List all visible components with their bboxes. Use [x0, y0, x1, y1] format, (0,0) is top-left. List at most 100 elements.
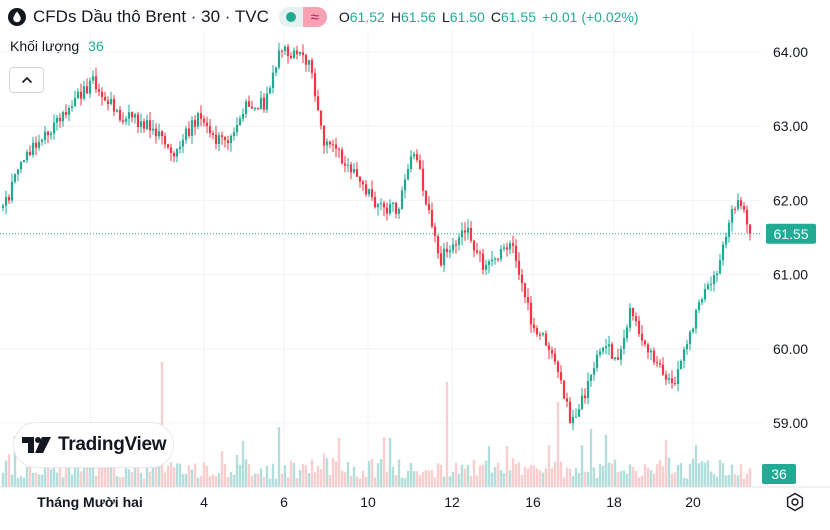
volume-bar: [466, 464, 470, 487]
candle-body: [232, 132, 236, 136]
candle-body: [514, 245, 518, 261]
candle-body: [391, 202, 395, 204]
candle-body: [157, 131, 161, 137]
volume-bar: [94, 475, 98, 487]
volume-bar: [10, 474, 14, 487]
candle-body: [586, 381, 590, 399]
volume-bar: [268, 478, 272, 487]
candle-body: [454, 244, 458, 246]
volume-bar: [532, 465, 536, 487]
last-price-tag-bg: [766, 223, 816, 244]
candle-body: [268, 88, 272, 94]
candle-body: [532, 324, 536, 329]
volume-bar: [58, 454, 62, 487]
volume-bar: [385, 471, 389, 487]
volume-bar: [673, 472, 677, 487]
candle-body: [55, 117, 59, 123]
volume-bar: [391, 466, 395, 487]
candle-body: [718, 260, 722, 274]
volume-bar: [52, 462, 56, 487]
volume-bar: [661, 466, 665, 487]
chart-settings-button[interactable]: [785, 492, 805, 512]
candle-body: [592, 368, 596, 375]
candle-body: [457, 237, 461, 245]
candle-body: [163, 136, 167, 145]
time-tick-label: 6: [280, 494, 288, 510]
candle-body: [322, 125, 326, 146]
candle-body: [409, 156, 413, 169]
volume-bar: [208, 475, 212, 487]
data-delay-indicator[interactable]: ≈: [302, 7, 327, 27]
volume-legend[interactable]: Khối lượng 36: [10, 38, 104, 54]
volume-bar: [88, 466, 92, 487]
candle-body: [301, 52, 305, 56]
volume-bar: [541, 472, 545, 487]
volume-bar: [319, 469, 323, 487]
volume-bar: [376, 463, 380, 487]
symbol-title[interactable]: CFDs Dầu thô Brent · 30 · TVC: [33, 7, 269, 26]
market-status-indicator[interactable]: [278, 7, 303, 27]
volume-bar: [472, 459, 476, 487]
candle-body: [238, 118, 242, 125]
volume-bar: [175, 463, 179, 487]
settings-gear-icon: [786, 492, 804, 512]
volume-bar: [502, 473, 506, 487]
candle-body: [634, 316, 638, 321]
candle-body: [499, 248, 503, 260]
candle-body: [730, 208, 734, 223]
volume-bar: [523, 466, 527, 487]
volume-bar: [151, 462, 155, 487]
candle-body: [553, 353, 557, 362]
candle-body: [355, 169, 359, 177]
candle-body: [739, 200, 743, 207]
candle-body: [121, 120, 125, 122]
candle-body: [613, 357, 617, 359]
candle-body: [61, 112, 65, 122]
volume-bar: [61, 477, 65, 487]
candle-body: [442, 248, 446, 266]
candle-body: [10, 181, 14, 201]
last-price-label: 61.55: [773, 226, 808, 242]
volume-bar: [475, 475, 479, 487]
tradingview-logo[interactable]: TradingView: [14, 423, 173, 467]
volume-bar: [421, 472, 425, 487]
volume-bar: [79, 471, 83, 487]
volume-bar: [598, 463, 602, 487]
volume-bar: [601, 465, 605, 487]
volume-bar: [280, 473, 284, 487]
volume-bar: [190, 469, 194, 487]
candle-body: [82, 86, 86, 99]
volume-bar: [535, 468, 539, 487]
volume-bar: [28, 459, 32, 487]
volume-bar: [7, 454, 11, 487]
candle-body: [271, 72, 275, 89]
volume-bar: [49, 469, 53, 487]
volume-bar: [211, 474, 215, 487]
price-tick-label: 61.00: [773, 267, 808, 283]
time-axis[interactable]: [0, 487, 762, 525]
candle-body: [580, 395, 584, 410]
volume-bar: [124, 461, 128, 487]
candle-body: [70, 106, 74, 109]
collapse-legend-button[interactable]: [9, 67, 44, 93]
volume-bar: [97, 459, 101, 487]
candle-body: [91, 76, 95, 81]
candle-body: [388, 203, 392, 214]
candle-body: [40, 139, 44, 142]
volume-bar: [586, 471, 590, 487]
candle-body: [292, 50, 296, 59]
volume-bar: [628, 464, 632, 487]
open-value: 61.52: [349, 9, 385, 25]
volume-bar: [226, 477, 230, 487]
volume-bar: [700, 461, 704, 487]
chart-header: CFDs Dầu thô Brent · 30 · TVC ≈ O61.52 H…: [8, 6, 639, 28]
candle-body: [109, 98, 113, 105]
low-label: L: [441, 9, 450, 25]
candle-body: [166, 144, 170, 148]
volume-bar: [580, 445, 584, 487]
volume-bar: [445, 382, 449, 487]
candle-body: [502, 247, 506, 249]
volume-bar: [595, 477, 599, 487]
